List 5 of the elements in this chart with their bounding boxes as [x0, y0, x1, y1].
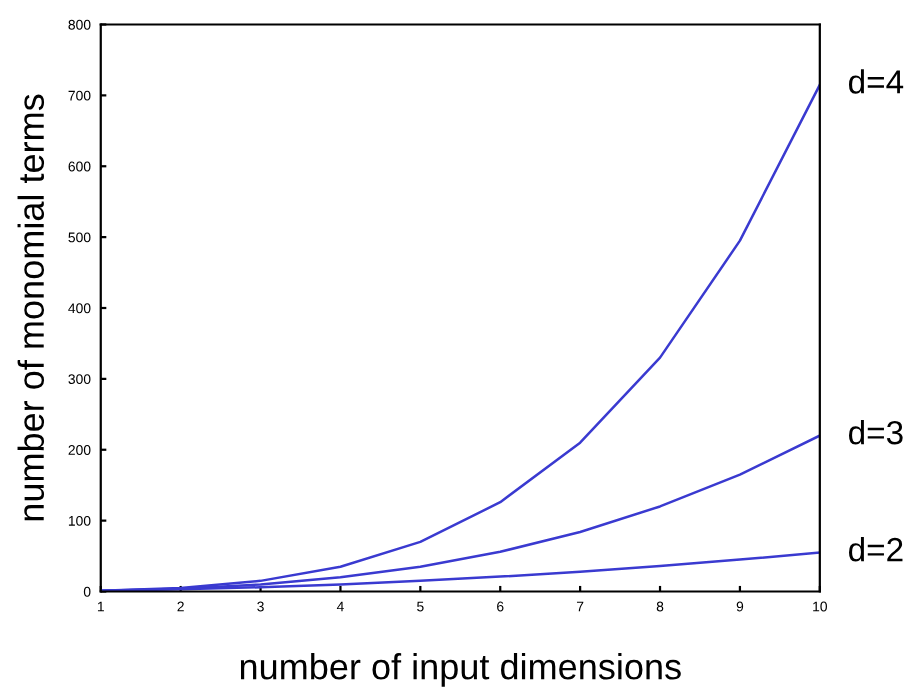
y-axis-title: number of monomial terms: [17, 94, 45, 521]
x-axis-title: number of input dimensions: [240, 653, 681, 687]
series-label: d=2: [849, 536, 903, 562]
series-label: d=4: [849, 69, 904, 94]
series-label: d=3: [849, 420, 903, 445]
